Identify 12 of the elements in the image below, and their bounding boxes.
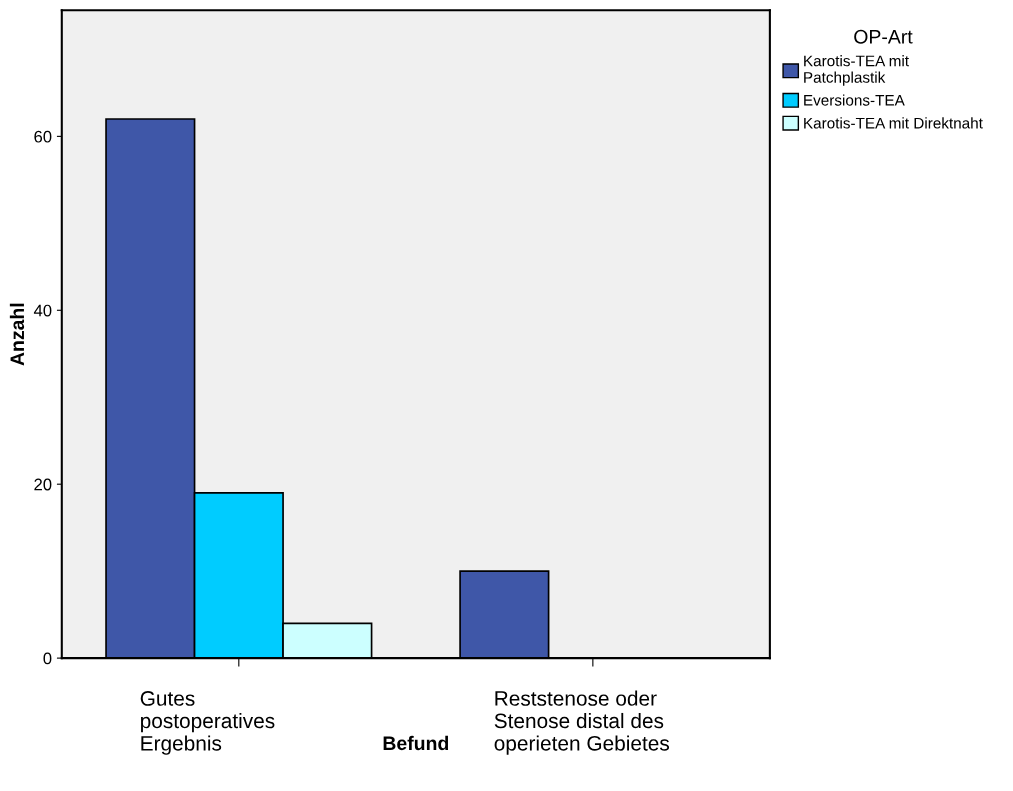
legend-label: Karotis-TEA mit Patchplastik	[804, 55, 909, 86]
y-tick-label: 60	[34, 130, 52, 143]
legend-title: OP-Art	[854, 29, 913, 44]
y-tick-label: 40	[33, 304, 52, 317]
legend-label: Karotis-TEA mit Direktnaht	[804, 117, 983, 129]
y-tick-label: 0	[43, 652, 52, 665]
y-tick-label: 20	[34, 478, 52, 491]
x-tick-label: Gutes postoperatives Ergebnis	[140, 691, 275, 755]
legend-label: Eversions-TEA	[804, 94, 905, 106]
y-axis-title: Anzahl	[9, 303, 25, 366]
x-tick-label: Reststenose oder Stenose distal des operieten Gebietes	[494, 690, 670, 755]
x-axis-title: Befund	[383, 735, 449, 751]
